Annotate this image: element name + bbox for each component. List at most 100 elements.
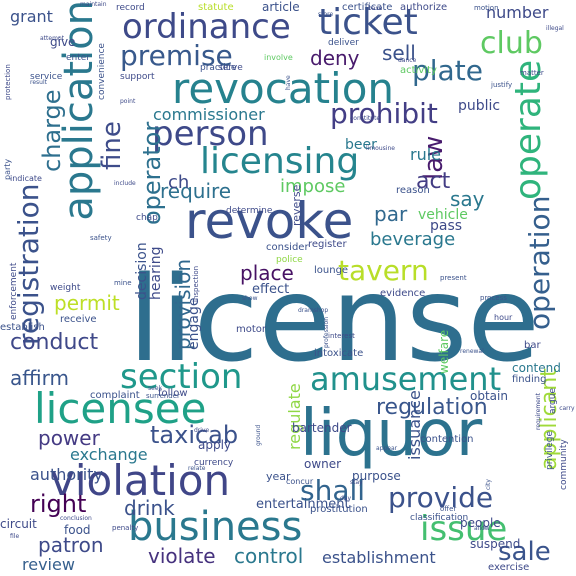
word-beer: beer (345, 137, 377, 153)
word-surrender: surrender (146, 392, 180, 400)
word-effect: effect (252, 282, 289, 297)
word-authorize: authorize (400, 2, 447, 13)
word-operation: operation (523, 196, 556, 330)
word-currency: currency (194, 458, 234, 468)
word-number: number (486, 3, 549, 22)
word-violate: violate (148, 544, 216, 568)
word-exchange: exchange (70, 445, 148, 464)
word-allow: allow (474, 525, 490, 532)
word-dramshop: dramshop (298, 307, 328, 314)
word-statute: statute (198, 2, 234, 13)
word-place: place (240, 261, 294, 285)
word-contention: contention (420, 434, 474, 445)
word-provision: provision (171, 259, 195, 350)
word-conduct: conduct (10, 330, 99, 355)
word-application: application (56, 0, 102, 221)
word-hour: hour (494, 313, 513, 322)
word-carry: carry (559, 405, 575, 412)
word-article: article (262, 0, 300, 14)
word-ch: ch (168, 172, 189, 193)
word-weight: weight (50, 283, 81, 293)
word-classification: classification (410, 513, 468, 523)
word-prohibit: prohibit (330, 97, 438, 130)
word-violation: violation (50, 456, 230, 505)
word-sell: sell (382, 41, 416, 65)
word-par: par (374, 202, 408, 226)
word-welfare: welfare (437, 330, 451, 374)
word-police: police (276, 255, 303, 265)
word-community: community (559, 439, 569, 490)
word-licensing: licensing (200, 141, 359, 182)
word-evidence: evidence (380, 288, 425, 299)
word-reverse: reverse (290, 184, 303, 226)
word-motion: motion (474, 4, 499, 12)
word-activity: activity (400, 65, 437, 76)
word-apply: apply (198, 438, 231, 452)
word-appear: appear (376, 445, 398, 452)
word-plate: plate (412, 54, 483, 87)
word-pass: pass (430, 218, 462, 234)
word-prostitution: prostitution (310, 504, 368, 515)
word-consider: consider (266, 242, 309, 253)
word-follow: follow (158, 388, 188, 399)
word-reason: reason (396, 185, 430, 196)
word-give: give (50, 35, 75, 49)
word-penalty: penalty (112, 524, 138, 532)
word-day: day (340, 495, 351, 502)
word-enforcement: enforcement (9, 262, 19, 320)
word-conclusion: conclusion (60, 515, 92, 522)
word-service: service (30, 72, 63, 82)
word-renewal: renewal (460, 348, 484, 355)
word-support: support (120, 72, 155, 82)
word-have: have (285, 75, 292, 90)
word-certificate: certificate (342, 2, 392, 13)
word-process: process (480, 294, 507, 302)
word-people: people (460, 516, 501, 530)
word-constitute: constitute (350, 115, 380, 122)
word-bar: bar (524, 340, 541, 351)
word-safety: safety (90, 234, 112, 242)
word-concur: concur (286, 477, 314, 486)
word-party: party (3, 159, 12, 180)
word-motor: motor (236, 324, 267, 335)
word-matter: matter (520, 69, 544, 77)
word-file: file (10, 533, 19, 540)
word-establish: establish (0, 322, 45, 333)
word-vehicle: vehicle (418, 207, 468, 223)
word-engage: engage (186, 298, 202, 350)
word-establishment: establishment (322, 548, 436, 567)
word-year: year (266, 470, 291, 483)
word-liquor: liquor (300, 397, 483, 471)
word-dance: dance (398, 57, 417, 64)
word-lounge: lounge (314, 265, 348, 276)
word-argue: argue (548, 388, 558, 414)
word-serve: serve (218, 63, 243, 73)
word-convenience: convenience (97, 43, 107, 100)
word-person: person (152, 114, 269, 154)
word-finding: finding (512, 374, 546, 385)
word-taxicab: taxicab (150, 421, 238, 449)
word-point: point (120, 98, 136, 105)
word-power: power (38, 426, 101, 450)
word-deny: deny (310, 46, 360, 70)
word-operate: operate (508, 60, 549, 200)
word-grant: grant (10, 7, 53, 26)
word-limousine: limousine (366, 145, 395, 152)
word-store: store (318, 11, 333, 18)
word-privilege: privilege (545, 431, 555, 470)
word-include: include (114, 180, 136, 187)
word-profession: profession (323, 317, 330, 348)
word-requirement: requirement (535, 392, 542, 430)
word-impose: impose (280, 176, 345, 197)
word-seek: seek (148, 385, 163, 392)
word-result: result (30, 79, 48, 86)
word-club: club (480, 26, 543, 61)
word-offer: offer (440, 505, 456, 513)
word-issuance: issuance (405, 390, 424, 460)
word-practice: practice (200, 63, 237, 73)
word-hearing: hearing (148, 247, 164, 300)
word-public: public (458, 98, 500, 114)
word-present: present (440, 274, 467, 282)
word-maintain: maintain (80, 1, 107, 8)
word-issue: issue (420, 509, 507, 549)
